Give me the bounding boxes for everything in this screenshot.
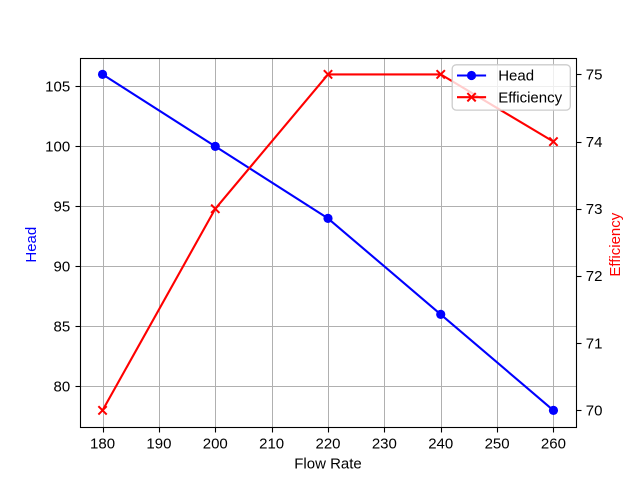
- svg-text:80: 80: [54, 379, 71, 396]
- svg-text:230: 230: [372, 435, 397, 452]
- svg-text:180: 180: [90, 435, 115, 452]
- svg-text:100: 100: [45, 139, 70, 156]
- svg-text:260: 260: [541, 435, 566, 452]
- svg-text:85: 85: [54, 319, 71, 336]
- svg-text:72: 72: [586, 268, 603, 285]
- svg-text:240: 240: [428, 435, 453, 452]
- svg-text:95: 95: [54, 199, 71, 216]
- svg-text:Head: Head: [498, 68, 534, 85]
- svg-text:70: 70: [586, 403, 603, 420]
- svg-text:210: 210: [259, 435, 284, 452]
- svg-text:105: 105: [45, 79, 70, 96]
- svg-text:220: 220: [315, 435, 340, 452]
- svg-text:200: 200: [203, 435, 228, 452]
- svg-text:Flow Rate: Flow Rate: [294, 456, 362, 473]
- svg-text:Head: Head: [23, 227, 40, 263]
- svg-text:Efficiency: Efficiency: [607, 212, 624, 276]
- svg-text:190: 190: [146, 435, 171, 452]
- svg-text:73: 73: [586, 201, 603, 218]
- svg-text:71: 71: [586, 335, 603, 352]
- svg-text:75: 75: [586, 67, 603, 84]
- svg-text:250: 250: [485, 435, 510, 452]
- svg-text:Efficiency: Efficiency: [498, 89, 562, 106]
- svg-text:74: 74: [586, 134, 603, 151]
- svg-text:90: 90: [54, 259, 71, 276]
